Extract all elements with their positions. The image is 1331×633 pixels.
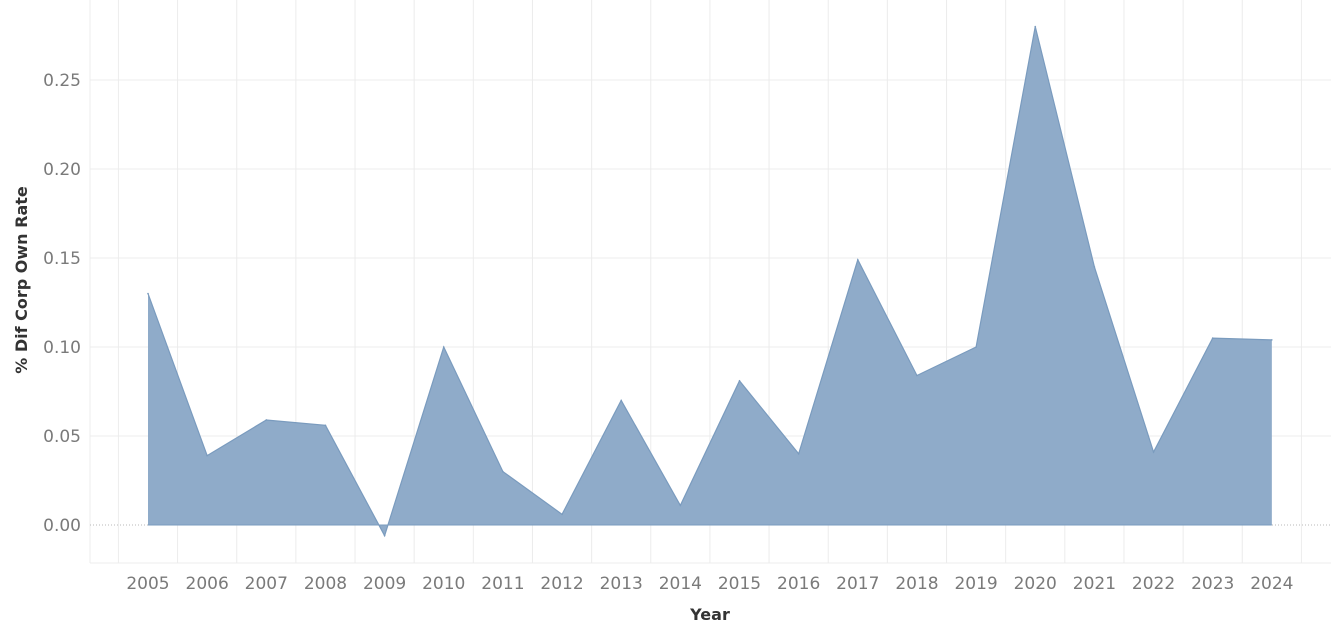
x-tick-label: 2021 (1073, 574, 1116, 594)
area-layer (147, 25, 1273, 538)
data-point-2010 (442, 346, 445, 348)
x-tick-label: 2007 (245, 574, 288, 594)
y-tick-label: 0.10 (43, 338, 81, 358)
data-point-2006 (206, 454, 208, 457)
data-point-2017 (857, 258, 859, 261)
series-line (147, 26, 1272, 538)
data-point-2018 (916, 374, 918, 377)
y-tick-label: 0.25 (43, 71, 81, 91)
data-point-2014 (679, 504, 682, 507)
x-tick-label: 2024 (1250, 574, 1293, 594)
x-tick-label: 2010 (422, 574, 465, 594)
data-point-2007 (265, 419, 268, 421)
x-tick-label: 2006 (186, 574, 229, 594)
y-axis-ticks: 0.00 0.05 0.10 0.15 0.20 0.25 (43, 71, 81, 536)
data-point-2021 (1093, 266, 1096, 268)
data-point-2023 (1211, 337, 1214, 339)
data-point-2005 (147, 292, 149, 295)
data-point-2013 (620, 399, 622, 402)
data-point-2015 (738, 380, 741, 382)
x-tick-label: 2022 (1132, 574, 1175, 594)
x-tick-label: 2008 (304, 574, 347, 594)
y-tick-label: 0.15 (43, 249, 81, 269)
data-point-2024 (1271, 339, 1273, 341)
x-tick-label: 2019 (954, 574, 997, 594)
x-tick-label: 2012 (540, 574, 583, 594)
x-axis-ticks: 2005 2006 2007 2008 2009 2010 2011 2012 2013 2014… (126, 574, 1293, 594)
area-fill (148, 26, 1272, 536)
x-tick-label: 2017 (836, 574, 879, 594)
x-tick-label: 2020 (1014, 574, 1057, 594)
x-tick-label: 2018 (895, 574, 938, 594)
x-tick-label: 2015 (718, 574, 761, 594)
x-tick-label: 2011 (481, 574, 524, 594)
x-tick-label: 2009 (363, 574, 406, 594)
x-tick-label: 2023 (1191, 574, 1234, 594)
y-tick-label: 0.05 (43, 427, 81, 447)
x-tick-label: 2005 (126, 574, 169, 594)
x-tick-label: 2014 (659, 574, 702, 594)
data-point-2016 (797, 453, 800, 455)
y-tick-label: 0.00 (43, 516, 81, 536)
data-point-2020 (1034, 25, 1037, 28)
data-point-2022 (1152, 451, 1155, 453)
y-tick-label: 0.20 (43, 160, 81, 180)
data-point-2012 (561, 513, 563, 516)
x-tick-label: 2016 (777, 574, 820, 594)
data-point-2019 (975, 346, 977, 348)
x-tick-label: 2013 (600, 574, 643, 594)
data-point-2011 (502, 470, 504, 473)
data-point-2008 (324, 424, 327, 427)
data-point-2009 (383, 534, 386, 537)
y-axis-title: % Dif Corp Own Rate (12, 186, 31, 374)
x-axis-title: Year (689, 605, 730, 624)
